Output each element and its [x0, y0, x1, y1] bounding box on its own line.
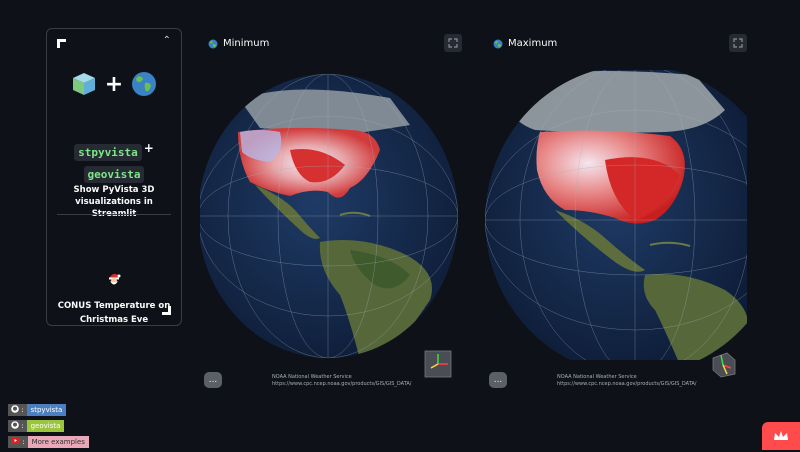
- badge-label: stpyvista: [26, 404, 67, 416]
- package-plus: +: [143, 141, 154, 155]
- github-icon: [11, 405, 19, 413]
- panel-maximum: Maximum: [485, 30, 755, 390]
- credit-text: NOAA National Weather Service https://ww…: [557, 374, 696, 388]
- santa-emoji-icon: [109, 273, 121, 285]
- menu-button[interactable]: ...: [204, 372, 222, 388]
- collapse-chevron-icon[interactable]: ⌃: [162, 35, 171, 46]
- subtitle-text: CONUS Temperature on Christmas Eve: [57, 301, 171, 325]
- globe-icon: [208, 39, 218, 48]
- badge-left: :: [8, 420, 27, 432]
- corner-marker-icon: [162, 306, 171, 315]
- globe-view[interactable]: [485, 70, 747, 360]
- divider: [57, 214, 171, 215]
- badge-separator: :: [22, 438, 25, 446]
- orientation-axes-widget[interactable]: [709, 350, 737, 378]
- sidebar-card: ⌃ + stpyvista + geovista Show PyVista 3D …: [46, 28, 182, 326]
- logo-row: +: [47, 71, 181, 97]
- menu-button[interactable]: ...: [489, 372, 507, 388]
- panel-title: Minimum: [208, 38, 269, 49]
- badge-left: :: [8, 436, 28, 448]
- globe-view[interactable]: [200, 70, 462, 360]
- badge-separator: :: [21, 406, 24, 414]
- fullscreen-button[interactable]: [729, 34, 747, 52]
- santa-emoji: [47, 271, 181, 287]
- package-geovista: geovista: [83, 166, 145, 183]
- package-names: stpyvista + geovista: [47, 141, 181, 185]
- globe-icon: [132, 72, 157, 96]
- panel-minimum: Minimum: [200, 30, 470, 390]
- youtube-icon: [11, 437, 20, 444]
- credit-url: https://www.cpc.ncep.noaa.gov/products/G…: [557, 381, 697, 387]
- package-stpyvista: stpyvista: [74, 144, 142, 161]
- badge-stpyvista[interactable]: : stpyvista: [8, 404, 89, 416]
- pyvista-cube-icon: [72, 73, 95, 95]
- badge-more-examples[interactable]: : More examples: [8, 436, 89, 448]
- github-icon: [11, 421, 19, 429]
- link-badges: : stpyvista : geovista : More examples: [8, 404, 89, 452]
- corner-marker-icon: [57, 39, 66, 48]
- credit-source: NOAA National Weather Service: [557, 374, 637, 380]
- credit-text: NOAA National Weather Service https://ww…: [272, 374, 411, 388]
- badge-geovista[interactable]: : geovista: [8, 420, 89, 432]
- badge-label: More examples: [27, 436, 89, 448]
- panel-title-label: Minimum: [223, 38, 270, 49]
- panel-title: Maximum: [493, 38, 557, 49]
- orientation-axes-widget[interactable]: [424, 350, 452, 378]
- fullscreen-icon: [448, 38, 458, 48]
- plus-sign: +: [104, 71, 124, 97]
- fullscreen-button[interactable]: [444, 34, 462, 52]
- badge-separator: :: [21, 422, 24, 430]
- credit-url: https://www.cpc.ncep.noaa.gov/products/G…: [272, 381, 412, 387]
- badge-label: geovista: [26, 420, 65, 432]
- panel-title-label: Maximum: [508, 38, 558, 49]
- streamlit-crown-icon: [774, 431, 788, 440]
- fullscreen-icon: [733, 38, 743, 48]
- streamlit-badge-button[interactable]: [762, 422, 800, 450]
- globe-icon: [493, 39, 503, 48]
- badge-left: :: [8, 404, 27, 416]
- credit-source: NOAA National Weather Service: [272, 374, 352, 380]
